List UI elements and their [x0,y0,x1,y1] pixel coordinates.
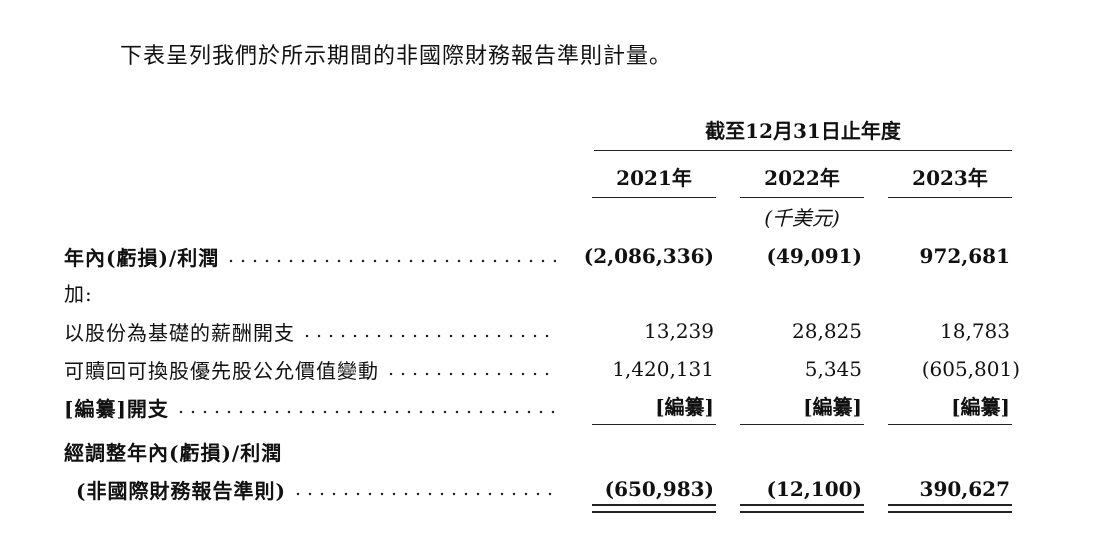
value-2022: 28,825 [792,319,862,343]
table-row: 可贖回可換股優先股公允價值變動 1,420,131 5,345 (605,801… [0,351,1101,387]
dot-leader [385,370,556,378]
table-row: 經調整年內(虧損)/利潤 [0,433,1101,469]
year-header-2022: 2022年 [740,162,864,198]
row-label: [編纂]開支 [64,396,169,421]
value-2021: 1,420,131 [612,357,714,381]
dot-leader [225,257,556,265]
value-2023: 390,627 [919,477,1010,501]
value-2021: 13,239 [644,319,714,343]
row-label-container: 加: [64,274,556,310]
table-row: 年內(虧損)/利潤 (2,086,336) (49,091) 972,681 [0,238,1101,274]
dot-leader [301,332,556,340]
row-label-container: 年內(虧損)/利潤 [64,238,556,274]
row-label: 年內(虧損)/利潤 [64,245,220,270]
subtotal-rule [592,424,716,425]
row-label-container: 可贖回可換股優先股公允價值變動 [64,351,556,387]
dot-leader [174,408,556,416]
value-2023: 972,681 [919,244,1010,268]
value-2021: [編纂] [655,395,714,419]
year-header-2023: 2023年 [888,162,1012,198]
period-header: 截至12月31日止年度 [594,115,1012,151]
value-2022: 5,345 [804,357,862,381]
intro-text: 下表呈列我們於所示期間的非國際財務報告準則計量。 [120,44,673,69]
value-2022: (49,091) [766,244,862,268]
row-label-container: (非國際財務報告準則) [76,471,556,507]
row-label: 加: [64,281,93,306]
table-row: [編纂]開支 [編纂] [編纂] [編纂] [0,389,1101,425]
subtotal-rule [740,424,864,425]
unit-label: (千美元) [764,206,840,230]
table-row: 以股份為基礎的薪酬開支 13,239 28,825 18,783 [0,313,1101,349]
value-2023: [編纂] [951,395,1010,419]
row-label-container: 經調整年內(虧損)/利潤 [64,433,556,469]
value-2021: (2,086,336) [583,244,714,268]
dot-leader [291,490,556,498]
row-label: 以股份為基礎的薪酬開支 [64,320,295,345]
row-label: (非國際財務報告準則) [76,478,286,503]
value-2023: (605,801) [921,357,1020,381]
value-2021: (650,983) [604,477,714,501]
row-label: 經調整年內(虧損)/利潤 [64,440,283,465]
total-double-rule [888,504,1012,513]
value-2023: 18,783 [940,319,1010,343]
row-label-container: 以股份為基礎的薪酬開支 [64,313,556,349]
row-label: 可贖回可換股優先股公允價值變動 [64,358,379,383]
row-label-container: [編纂]開支 [64,389,556,425]
value-2022: [編纂] [803,395,862,419]
subtotal-rule [888,424,1012,425]
total-double-rule [740,504,864,513]
value-2022: (12,100) [766,477,862,501]
table-row: (非國際財務報告準則) (650,983) (12,100) 390,627 [0,471,1101,507]
year-header-2021: 2021年 [592,162,716,198]
total-double-rule [592,504,716,513]
table-row: 加: [0,274,1101,310]
